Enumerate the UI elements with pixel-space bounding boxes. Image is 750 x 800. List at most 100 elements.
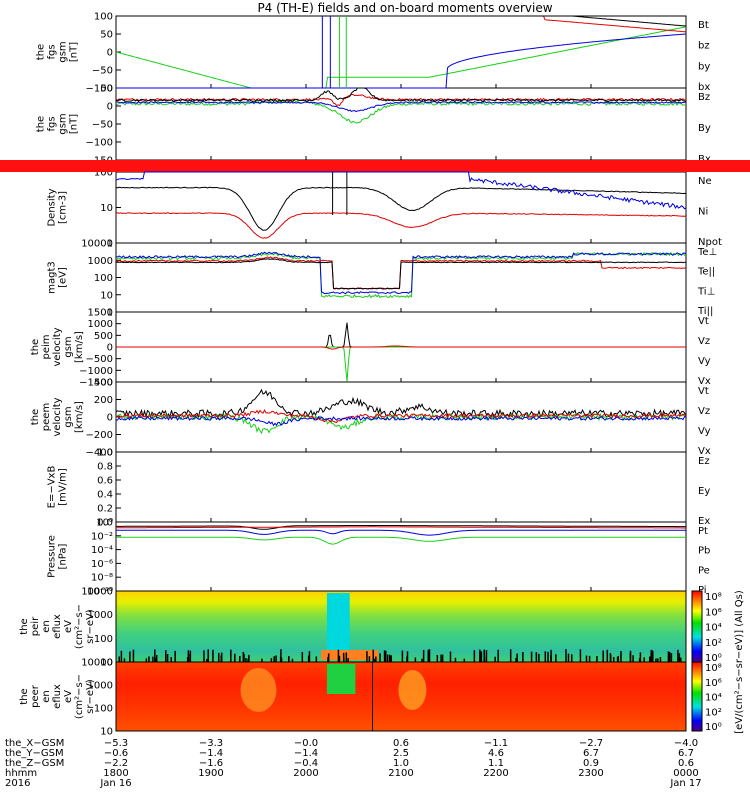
xaxis-value: −1.6: [199, 758, 223, 769]
chart-title: P4 (TH-E) fields and on-board moments ov…: [257, 1, 552, 15]
xaxis-row-label: the_X−GSM: [5, 738, 64, 749]
ytick-label-peim: −1000: [79, 366, 113, 377]
ytick-label-temp: 1000: [88, 256, 113, 267]
xaxis-value: 0.9: [583, 758, 599, 769]
xaxis-value: −5.3: [104, 738, 128, 749]
spectrogram-peir-speck: [421, 658, 423, 662]
ytick-label-efield: 0.2: [97, 504, 113, 515]
spectrogram-peir-speck: [220, 652, 223, 662]
legend-peim: Vz: [698, 336, 710, 347]
spectrogram-peir-speck: [638, 658, 641, 662]
series-peem-vt: [115, 388, 687, 419]
legend-temp: Ti⊥: [697, 286, 715, 297]
series-peem-vz: [115, 408, 687, 424]
spectrogram-peir-speck: [585, 655, 588, 662]
spectrogram-peir-speck: [279, 656, 282, 662]
spectrogram-peir-speck: [547, 651, 549, 662]
ytick-label-efield: 0.8: [97, 462, 113, 473]
spectrogram-peir-speck: [152, 656, 154, 662]
legend-pressure: Pb: [698, 546, 710, 557]
spectrogram-peir-speck: [280, 657, 283, 662]
xaxis-value: 1800: [103, 768, 128, 779]
series-pb: [116, 526, 686, 529]
spectrogram-peir-speck: [620, 650, 622, 662]
ylabel-peer: the: [19, 688, 30, 704]
series-peim-vt: [116, 322, 686, 348]
spectrogram-peir-speck: [680, 657, 682, 662]
xaxis-value: −3.3: [199, 738, 223, 749]
spectrogram-peir-speck: [579, 649, 582, 662]
spectrogram-peir-speck: [449, 651, 452, 662]
spectrogram-peir-speck: [345, 652, 348, 662]
xaxis-value: 6.7: [678, 748, 694, 759]
colorbar-tick-label: 10²: [705, 707, 722, 718]
ylabel-peem: the: [30, 409, 41, 425]
ytick-label-pressure: 10⁰: [96, 518, 113, 529]
spectrogram-peir-speck: [174, 650, 176, 662]
ytick-label-fgs: −100: [86, 84, 113, 95]
xaxis-date-end: Jan 17: [669, 778, 701, 789]
ylabel-peim: peim: [41, 334, 52, 359]
spectrogram-peir-speck: [338, 655, 341, 662]
legend-fgs: bx: [698, 82, 710, 93]
legend-density: Ni: [698, 207, 708, 218]
ytick-label-temp: 1: [107, 308, 113, 319]
spectrogram-peir-speck: [678, 653, 681, 662]
spectrogram-peir-speck: [401, 650, 404, 662]
ytick-label-peer: 1000: [88, 681, 113, 692]
spectrogram-peir-speck: [522, 652, 524, 662]
series-fgs2-bt: [115, 87, 687, 103]
legend-efield: Ey: [698, 486, 710, 497]
spectrogram-peir-speck: [189, 650, 192, 662]
legend-temp: Te⊥: [697, 247, 717, 258]
colorbar-tick-label: 10⁴: [705, 693, 722, 704]
series-ti2: [115, 251, 687, 295]
ytick-label-density: 10: [100, 203, 113, 214]
colorbar-tick-label: 10⁶: [705, 678, 722, 689]
xaxis-value: 0.6: [393, 738, 409, 749]
panel-frame-density: [115, 171, 687, 244]
ytick-label-temp: 10: [100, 290, 113, 301]
xaxis-value: −4.0: [674, 738, 698, 749]
ytick-label-peir: 10: [100, 658, 113, 669]
spectrogram-peir-speck: [639, 652, 642, 662]
ylabel-fgs_avg: fgs: [47, 116, 58, 131]
spectrogram-peir-speck: [186, 657, 189, 662]
spectrogram-peir-speck: [629, 652, 632, 662]
spectrogram-peir-speck: [132, 649, 135, 662]
ylabel-temp: magt3: [47, 261, 58, 294]
ytick-label-peir: 1000: [88, 610, 113, 621]
ytick-label-fgs: 100: [94, 12, 113, 23]
xaxis-value: −0.6: [104, 748, 128, 759]
ytick-label-peim: 1500: [88, 308, 113, 319]
xaxis-value: 2100: [388, 768, 413, 779]
spectrogram-peir-speck: [245, 657, 247, 662]
series-fgs-bx: [116, 33, 687, 89]
ylabel-efield: [mV/m]: [58, 468, 69, 506]
colorbar-1: [691, 661, 703, 732]
spectrogram-peir-speck: [375, 656, 377, 662]
spectrogram-peir-speck: [170, 657, 172, 662]
spectrogram-peir-speck: [154, 657, 157, 662]
ytick-label-pressure: 10⁻⁴: [91, 545, 113, 556]
ytick-label-fgs_avg: 0: [107, 102, 113, 113]
panel-frame-efield: [115, 451, 687, 523]
xaxis-value: 2300: [578, 768, 603, 779]
legend-pressure: Pe: [698, 565, 710, 576]
spectrogram-peir-speck: [337, 649, 340, 662]
ylabel-efield: E=−VxB: [47, 466, 58, 509]
xaxis-row-label: hhmm: [5, 768, 37, 779]
spectrogram-peir-speck: [483, 649, 485, 662]
spectrogram-peir-speck: [247, 658, 249, 662]
legend-peem: Vt: [698, 386, 709, 397]
ylabel-fgs: fgs: [47, 44, 58, 59]
ylabel-peem: [km/s]: [74, 401, 85, 433]
ylabel-density: Density: [47, 188, 58, 226]
ytick-label-peem: 400: [94, 378, 113, 389]
series-pe: [116, 536, 686, 545]
panel-frame-pressure: [115, 521, 687, 592]
ytick-label-pressure: 10⁻¹⁰: [87, 587, 113, 598]
xaxis-value: 0000: [673, 768, 698, 779]
spectrogram-peir-speck: [239, 656, 241, 662]
